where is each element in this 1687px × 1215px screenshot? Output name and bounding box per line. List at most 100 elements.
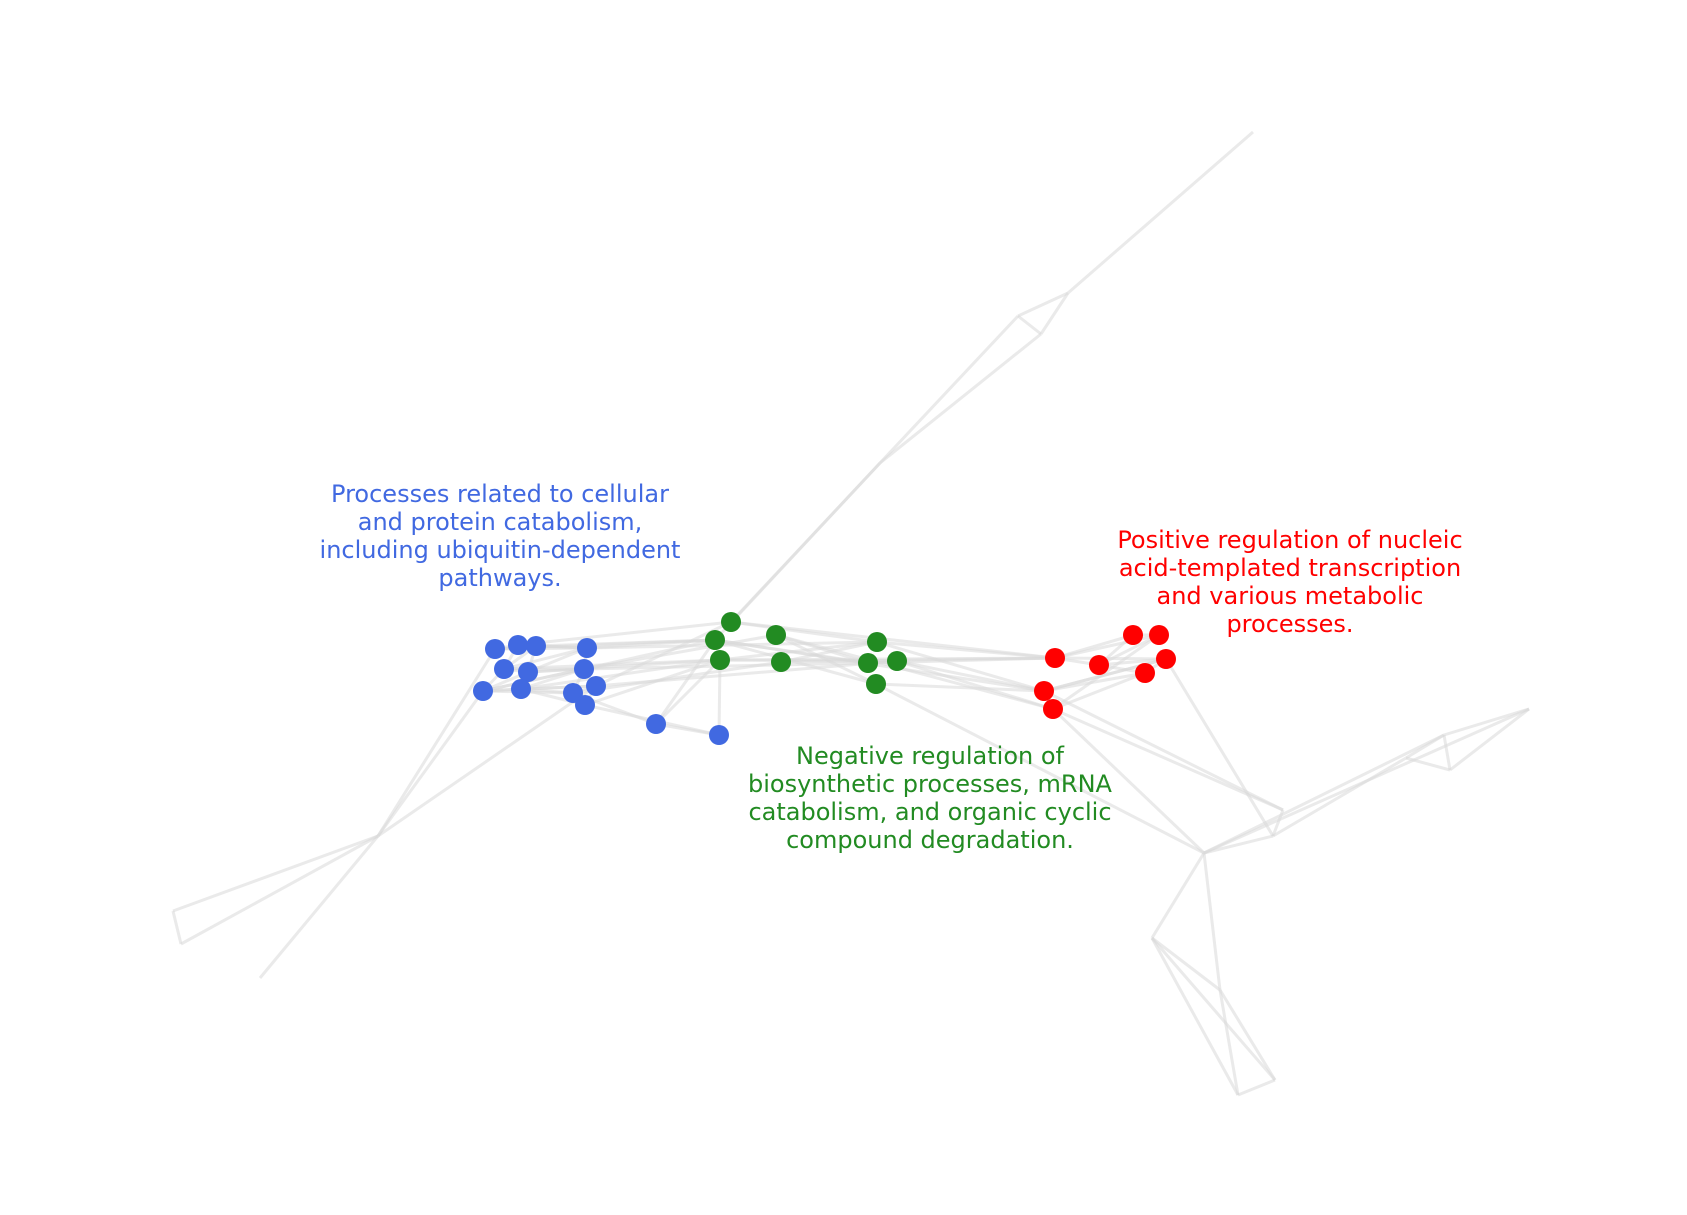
node-red-cluster — [1135, 663, 1155, 683]
label-line: compound degradation. — [786, 826, 1074, 854]
network-edge — [878, 314, 1020, 465]
network-edge — [730, 620, 1056, 660]
network-edge — [1052, 707, 1284, 812]
network-edge — [503, 646, 588, 671]
label-line: and various metabolic — [1156, 582, 1424, 610]
node-red-cluster — [1123, 625, 1143, 645]
node-blue-cluster — [526, 636, 546, 656]
node-blue-cluster — [709, 725, 729, 745]
network-edge — [1150, 937, 1277, 1081]
network-edge — [879, 332, 1042, 465]
network-edge — [1218, 989, 1277, 1081]
network-edge — [520, 684, 597, 691]
network-edge — [713, 461, 882, 642]
node-red-cluster — [1149, 625, 1169, 645]
network-edge — [654, 639, 717, 725]
node-green-cluster — [771, 652, 791, 672]
label-line: acid-templated transcription — [1118, 554, 1462, 582]
network-edge — [875, 682, 1045, 693]
network-edge — [171, 910, 183, 945]
node-blue-cluster — [494, 659, 514, 679]
network-edge — [1017, 314, 1042, 336]
network-edge — [595, 659, 898, 688]
network-edge — [1043, 689, 1284, 812]
network-edge — [1164, 658, 1275, 837]
node-blue-cluster — [511, 679, 531, 699]
network-edge — [1098, 657, 1167, 667]
network-edge — [1051, 707, 1206, 855]
network-edge — [654, 658, 722, 726]
network-edge — [1442, 734, 1452, 771]
node-red-cluster — [1045, 648, 1065, 668]
node-layer — [473, 612, 1176, 745]
node-blue-cluster — [575, 695, 595, 715]
cluster-label-biosynthetic: Negative regulation of biosynthetic proc… — [720, 742, 1140, 854]
network-edge — [1405, 756, 1451, 772]
label-line: Positive regulation of nucleic — [1117, 526, 1463, 554]
network-edge — [572, 660, 782, 695]
network-edge — [1039, 292, 1070, 335]
node-red-cluster — [1043, 699, 1063, 719]
network-edge — [1067, 130, 1254, 295]
network-edge — [896, 659, 1054, 711]
label-line: catabolism, and organic cyclic — [748, 798, 1112, 826]
label-line: including ubiquitin-dependent — [319, 536, 681, 564]
network-edge — [1098, 633, 1160, 667]
label-line: Negative regulation of — [796, 742, 1064, 770]
network-edge — [1272, 756, 1407, 838]
label-line: and protein catabolism, — [357, 508, 643, 536]
node-red-cluster — [1089, 655, 1109, 675]
network-edge — [376, 690, 485, 837]
network-edge — [1449, 707, 1530, 772]
label-line: biosynthetic processes, mRNA — [748, 770, 1112, 798]
network-edge — [1150, 937, 1240, 1096]
node-blue-cluster — [577, 638, 597, 658]
network-edge — [717, 659, 722, 736]
node-green-cluster — [867, 632, 887, 652]
label-line: processes. — [1226, 610, 1354, 638]
node-green-cluster — [721, 612, 741, 632]
network-edge — [583, 633, 777, 671]
node-green-cluster — [766, 625, 786, 645]
network-edge — [1202, 852, 1222, 991]
network-edge — [180, 834, 379, 946]
network-edge — [714, 638, 1045, 693]
network-edge — [1151, 936, 1221, 992]
node-green-cluster — [858, 653, 878, 673]
network-edge — [1218, 989, 1240, 1096]
node-red-cluster — [1156, 649, 1176, 669]
network-edge — [376, 648, 497, 837]
network-edge — [377, 684, 597, 838]
network-edge — [1405, 733, 1445, 760]
node-green-cluster — [866, 674, 886, 694]
node-green-cluster — [710, 650, 730, 670]
node-blue-cluster — [518, 662, 538, 682]
label-line: pathways. — [438, 564, 562, 592]
node-blue-cluster — [473, 681, 493, 701]
node-blue-cluster — [586, 676, 606, 696]
network-edge — [520, 667, 585, 691]
edge-layer — [171, 130, 1530, 1097]
node-red-cluster — [1034, 681, 1054, 701]
network-edge — [1203, 733, 1445, 855]
network-edge — [1203, 834, 1274, 855]
node-blue-cluster — [574, 659, 594, 679]
network-edge — [1443, 707, 1530, 737]
network-edge — [258, 835, 380, 979]
node-blue-cluster — [485, 639, 505, 659]
network-edge — [1150, 852, 1206, 939]
node-blue-cluster — [646, 714, 666, 734]
node-green-cluster — [705, 630, 725, 650]
network-edge — [876, 640, 1045, 693]
network-edge — [719, 640, 878, 662]
label-line: Processes related to cellular — [331, 480, 669, 508]
network-edge — [172, 834, 379, 913]
network-edge — [1017, 291, 1069, 318]
node-green-cluster — [887, 651, 907, 671]
network-edge — [517, 620, 732, 647]
network-edge — [1237, 1078, 1276, 1097]
cluster-label-catabolism: Processes related to cellular and protei… — [300, 480, 700, 592]
node-blue-cluster — [508, 635, 528, 655]
cluster-label-transcription: Positive regulation of nucleic acid-temp… — [1090, 526, 1490, 638]
